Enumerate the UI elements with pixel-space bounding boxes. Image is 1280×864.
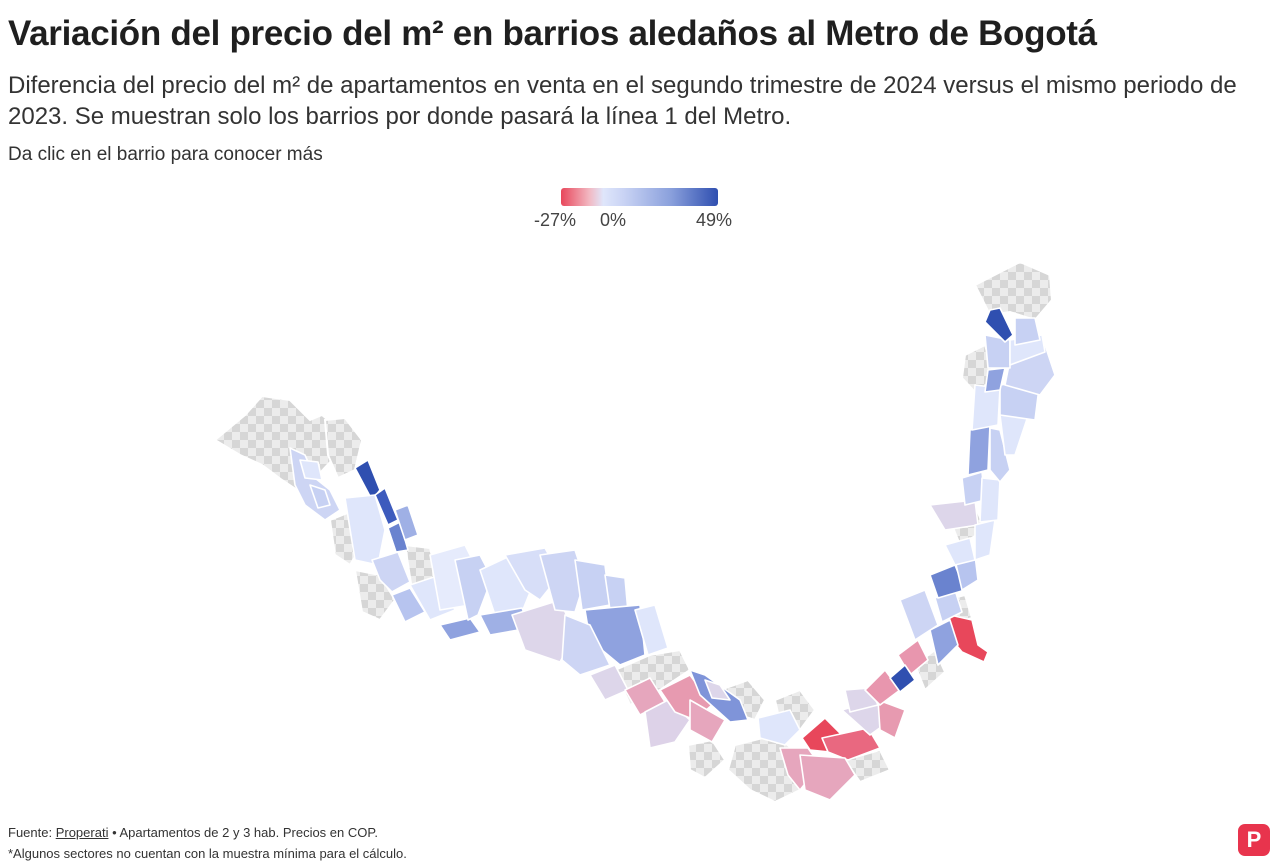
neighborhood[interactable] [1014, 317, 1041, 346]
footer: Fuente: Properati • Apartamentos de 2 y … [8, 822, 407, 864]
neighborhood[interactable] [394, 504, 419, 541]
neighborhood[interactable] [704, 679, 731, 701]
neighborhood[interactable] [974, 519, 996, 561]
source-prefix: Fuente: [8, 825, 56, 840]
legend-min-label: -27% [534, 210, 577, 230]
neighborhood[interactable] [944, 537, 976, 566]
neighborhood[interactable] [929, 499, 979, 531]
neighborhood[interactable] [439, 617, 481, 641]
neighborhood[interactable] [299, 459, 323, 481]
no-data-sector [973, 260, 1054, 322]
neighborhood[interactable] [979, 477, 1001, 523]
neighborhood[interactable] [354, 459, 381, 501]
neighborhood[interactable] [821, 727, 881, 761]
neighborhood[interactable] [574, 559, 611, 611]
choropleth-map [213, 260, 1056, 804]
neighborhood[interactable] [929, 564, 966, 599]
no-data-sectors [213, 260, 1054, 804]
neighborhoods-west [289, 447, 669, 701]
map-instruction: Da clic en el barrio para conocer más [8, 144, 323, 165]
neighborhoods-north [889, 307, 1056, 693]
color-legend: -27% 0% 49% [530, 186, 750, 236]
source-line: Fuente: Properati • Apartamentos de 2 y … [8, 822, 407, 843]
brand-logo-icon: P [1238, 824, 1270, 856]
neighborhood[interactable] [634, 604, 669, 656]
neighborhood[interactable] [899, 589, 939, 641]
neighborhood[interactable] [984, 307, 1014, 343]
legend-max-label: 49% [696, 210, 733, 230]
neighborhood[interactable] [344, 494, 386, 566]
neighborhood[interactable] [371, 551, 411, 593]
neighborhood[interactable] [989, 427, 1011, 483]
neighborhood[interactable] [967, 424, 991, 476]
no-data-sector [686, 738, 727, 780]
page-title: Variación del precio del m² en barrios a… [8, 14, 1097, 53]
neighborhood[interactable] [757, 709, 801, 746]
source-suffix: • Apartamentos de 2 y 3 hab. Precios en … [108, 825, 378, 840]
neighborhood[interactable] [877, 699, 906, 739]
neighborhood[interactable] [799, 754, 856, 801]
no-data-sector [353, 568, 397, 622]
neighborhood[interactable] [929, 619, 959, 666]
page-subtitle: Diferencia del precio del m² de apartame… [8, 72, 1237, 130]
neighborhood[interactable] [309, 484, 331, 509]
legend-gradient-bar [561, 188, 718, 206]
neighborhood[interactable] [689, 699, 726, 743]
source-link[interactable]: Properati [55, 825, 109, 840]
neighborhood[interactable] [889, 664, 916, 693]
legend-mid-label: 0% [600, 210, 627, 230]
no-data-sector [323, 416, 364, 480]
footnote: *Algunos sectores no cuentan con la mues… [8, 846, 407, 861]
neighborhood[interactable] [387, 521, 409, 553]
neighborhood[interactable] [561, 614, 611, 676]
neighborhoods-south [624, 669, 906, 801]
